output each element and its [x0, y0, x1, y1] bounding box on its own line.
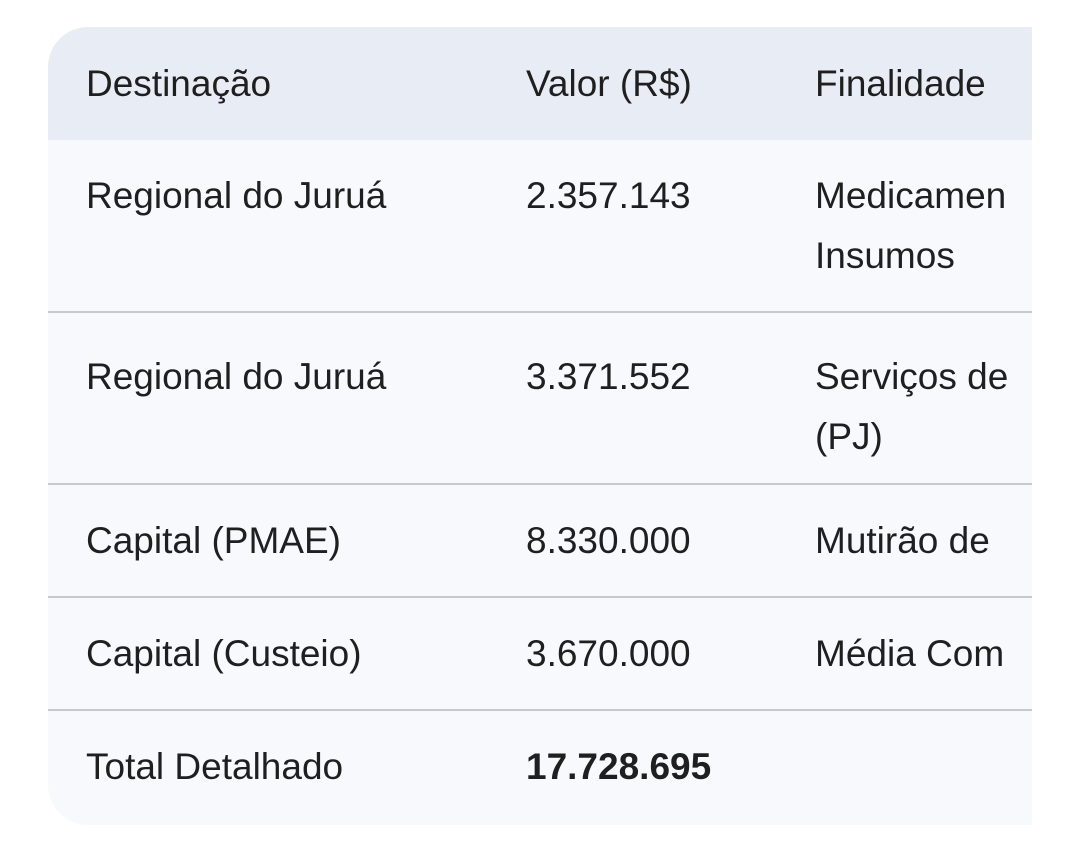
header-finalidade: Finalidade [815, 62, 986, 104]
cell-finalidade: Média Com [777, 597, 1032, 710]
cell-finalidade-line2: Insumos [815, 235, 955, 276]
cell-valor: 2.357.143 [526, 175, 691, 216]
cell-destinacao: Regional do Juruá [86, 356, 387, 397]
total-label: Total Detalhado [86, 746, 344, 787]
cell-finalidade-line1: Medicamen [815, 175, 1007, 216]
header-valor: Valor (R$) [526, 62, 692, 104]
cell-finalidade: Medicamen Insumos [777, 140, 1032, 312]
cell-finalidade: Mutirão de [777, 484, 1032, 597]
table-body: Regional do Juruá 2.357.143 Medicamen In… [48, 140, 1032, 823]
cell-valor: 8.330.000 [526, 520, 691, 561]
cell-finalidade-line2: (PJ) [815, 416, 883, 457]
data-table-card: Destinação Valor (R$) Finalidade Regiona… [48, 27, 1032, 825]
cell-finalidade: Serviços de (PJ) [777, 312, 1032, 484]
table-row: Capital (Custeio) 3.670.000 Média Com [48, 597, 1032, 710]
cell-destinacao: Capital (PMAE) [86, 520, 341, 561]
table-row: Regional do Juruá 3.371.552 Serviços de … [48, 312, 1032, 484]
total-valor: 17.728.695 [526, 746, 712, 787]
table-header: Destinação Valor (R$) Finalidade [48, 27, 1032, 140]
total-finalidade-empty [777, 710, 1032, 823]
cell-destinacao: Capital (Custeio) [86, 633, 362, 674]
table-row: Regional do Juruá 2.357.143 Medicamen In… [48, 140, 1032, 312]
data-table: Destinação Valor (R$) Finalidade Regiona… [48, 27, 1032, 823]
cell-finalidade-line1: Média Com [815, 633, 1005, 674]
header-row: Destinação Valor (R$) Finalidade [48, 27, 1032, 140]
cell-valor: 3.371.552 [526, 356, 691, 397]
header-destinacao: Destinação [86, 62, 272, 104]
cell-valor: 3.670.000 [526, 633, 691, 674]
table-row: Capital (PMAE) 8.330.000 Mutirão de [48, 484, 1032, 597]
total-row: Total Detalhado 17.728.695 [48, 710, 1032, 823]
cell-finalidade-line1: Mutirão de [815, 520, 990, 561]
cell-finalidade-line1: Serviços de [815, 356, 1009, 397]
cell-destinacao: Regional do Juruá [86, 175, 387, 216]
